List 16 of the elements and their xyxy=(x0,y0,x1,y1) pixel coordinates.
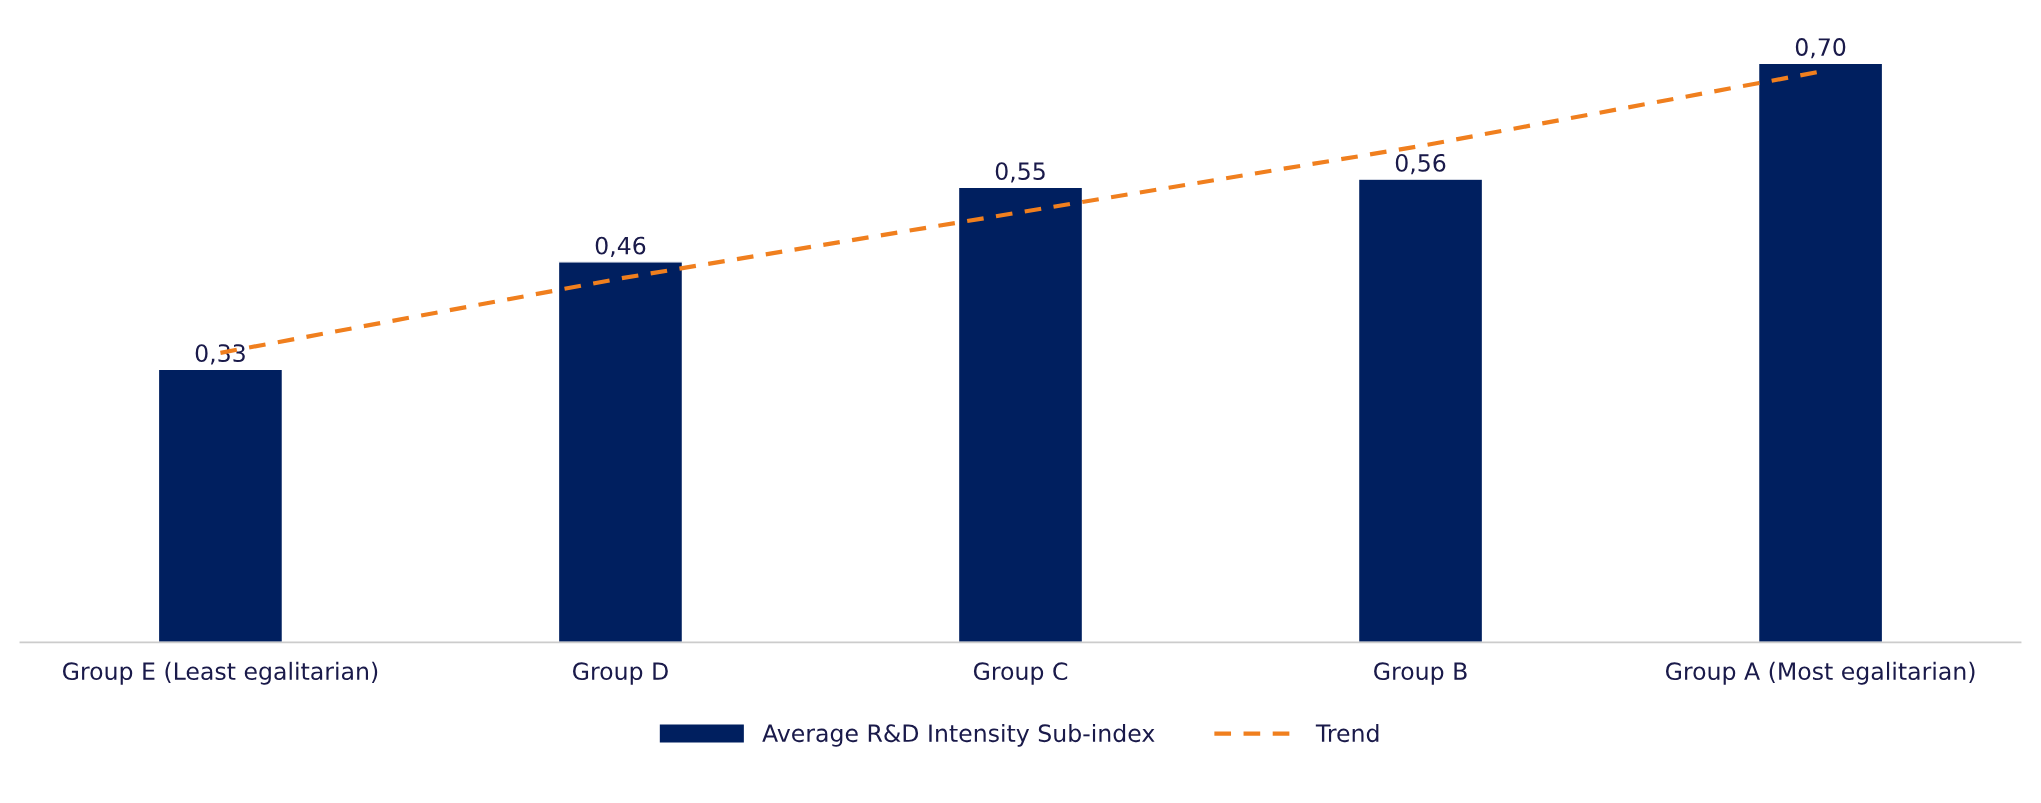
bar xyxy=(1757,62,1884,643)
data-label: 0,56 xyxy=(1395,153,1446,175)
legend-label: Average R&D Intensity Sub-index xyxy=(762,723,1155,747)
bar xyxy=(957,186,1084,643)
bar xyxy=(1357,178,1484,643)
data-label: 0,70 xyxy=(1795,38,1846,59)
x-tick-label: Group E (Least egalitarian) xyxy=(62,661,378,685)
x-tick-label: Group B xyxy=(1374,662,1467,685)
legend-label: Trend xyxy=(1315,723,1379,743)
data-label: 0,55 xyxy=(995,162,1045,183)
data-label: 0,46 xyxy=(595,236,646,257)
bar xyxy=(157,368,284,643)
x-tick-label: Group A (Most egalitarian) xyxy=(1665,661,1975,685)
bar xyxy=(557,261,684,643)
x-tick-label: Group C xyxy=(973,662,1068,685)
x-tick-label: Group D xyxy=(573,662,668,685)
